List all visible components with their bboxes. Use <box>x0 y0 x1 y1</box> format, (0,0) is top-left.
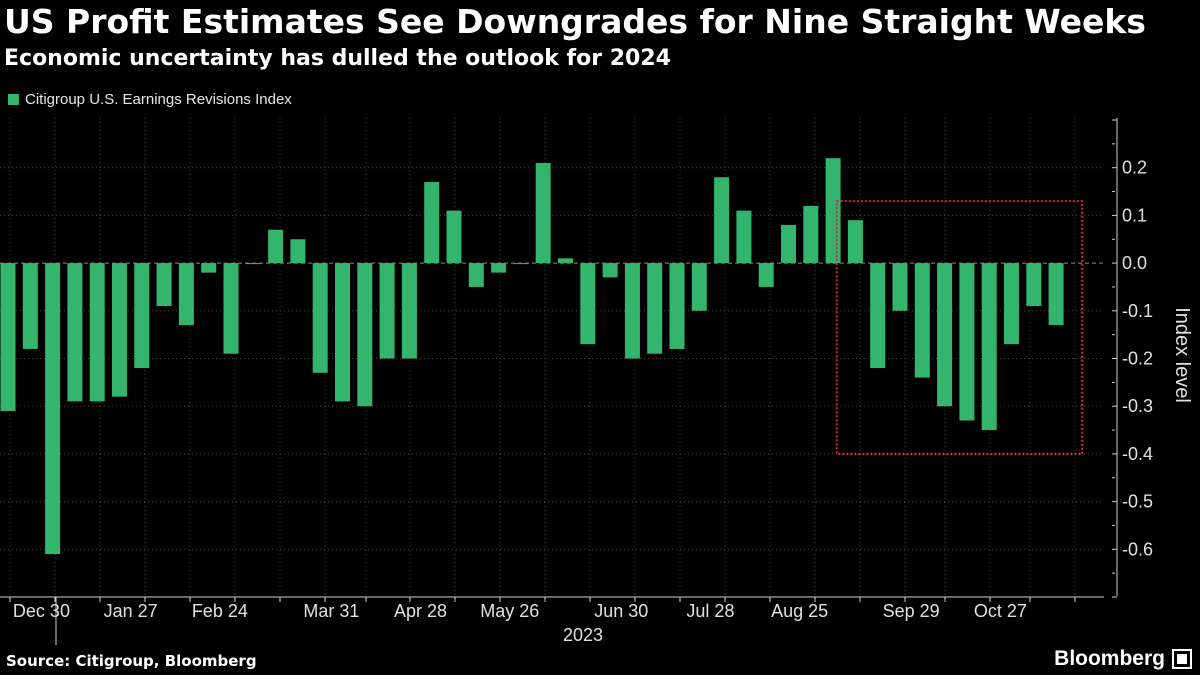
bar <box>89 263 105 402</box>
y-tick-label: -0.3 <box>1122 396 1153 416</box>
y-tick-label: -0.4 <box>1122 444 1153 464</box>
bar <box>401 263 417 359</box>
bar <box>335 263 350 402</box>
x-tick-label: May 26 <box>480 601 539 621</box>
annotation-layer <box>835 200 1084 455</box>
bar <box>245 263 261 265</box>
bar <box>112 263 127 397</box>
y-tick-label: -0.2 <box>1122 349 1153 369</box>
bar <box>312 263 328 373</box>
bar <box>178 263 194 326</box>
bar <box>647 263 663 354</box>
bar <box>0 263 16 411</box>
bar <box>803 205 819 264</box>
bar <box>870 263 886 369</box>
bar <box>134 263 150 369</box>
highlight-box <box>835 200 1084 455</box>
bar <box>825 158 841 264</box>
x-tick-label: Jan 27 <box>104 601 158 621</box>
bar <box>669 263 685 349</box>
bar <box>558 258 573 264</box>
bar <box>1004 263 1019 345</box>
x-tick-label: Sep 29 <box>883 601 940 621</box>
bar <box>223 263 239 354</box>
legend-label: Citigroup U.S. Earnings Revisions Index <box>25 91 292 108</box>
bar <box>45 263 61 555</box>
y-tick-label: -0.1 <box>1122 301 1153 321</box>
bar <box>937 263 953 407</box>
y-axis-title: Index level <box>1171 307 1193 403</box>
bar <box>758 263 774 287</box>
y-tick-label: 0.2 <box>1122 158 1147 178</box>
source-note: Source: Citigroup, Bloomberg <box>6 652 257 670</box>
bar <box>691 263 707 311</box>
bloomberg-mark-icon <box>1172 649 1192 669</box>
bar <box>892 263 908 311</box>
bar <box>580 263 596 345</box>
x-year-label: 2023 <box>563 625 603 645</box>
bar <box>714 177 730 264</box>
bar <box>781 224 796 264</box>
x-tick-label: Feb 24 <box>192 601 248 621</box>
bar <box>379 263 395 359</box>
bar <box>357 263 373 407</box>
bar <box>22 263 38 349</box>
legend: Citigroup U.S. Earnings Revisions Index <box>8 91 292 108</box>
bar <box>491 263 507 273</box>
bar <box>847 220 863 264</box>
bar <box>602 263 618 278</box>
bar <box>624 263 640 359</box>
bar <box>535 162 551 264</box>
bar-layer <box>0 158 1064 555</box>
x-tick-label: Aug 25 <box>771 601 828 621</box>
bar <box>736 210 752 264</box>
x-tick-label: Jun 30 <box>594 601 648 621</box>
axis-layer: 0.2 0.1 0.0 -0.1 -0.2 -0.3 -0.4 -0.5 -0.6 Index l… <box>0 118 1193 645</box>
bar <box>268 229 284 264</box>
x-tick-label: Dec 30 <box>13 601 70 621</box>
x-tick-label: Oct 27 <box>974 601 1027 621</box>
chart-title: US Profit Estimates See Downgrades for N… <box>4 2 1146 41</box>
x-tick-label: Apr 28 <box>394 601 447 621</box>
y-tick-label: -0.6 <box>1122 539 1153 559</box>
bar <box>1048 263 1064 326</box>
legend-swatch <box>8 94 19 105</box>
x-tick-label: Mar 31 <box>303 601 359 621</box>
y-tick-label: 0.1 <box>1122 205 1147 225</box>
bar <box>1026 263 1042 307</box>
chart-subtitle: Economic uncertainty has dulled the outl… <box>4 46 671 71</box>
bar <box>446 210 462 264</box>
y-tick-label: 0.0 <box>1122 253 1147 273</box>
bloomberg-logo: Bloomberg <box>1054 647 1192 671</box>
bar <box>959 263 975 421</box>
bar <box>290 239 306 264</box>
brand-name: Bloomberg <box>1054 647 1165 670</box>
bar <box>67 263 83 402</box>
bar <box>424 182 440 264</box>
bar <box>914 263 930 378</box>
bar <box>468 263 484 287</box>
bar <box>201 263 217 273</box>
bar <box>981 263 997 431</box>
bar <box>156 263 172 307</box>
y-tick-label: -0.5 <box>1122 492 1153 512</box>
bar <box>513 263 529 265</box>
x-tick-label: Jul 28 <box>686 601 734 621</box>
